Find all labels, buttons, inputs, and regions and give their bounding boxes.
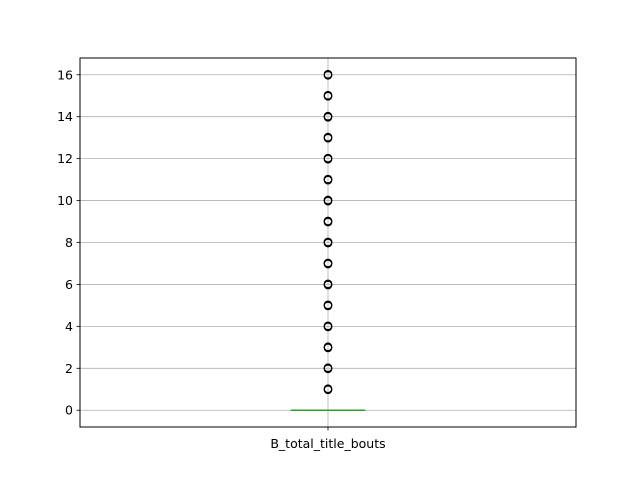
outlier-point [323,90,333,100]
x-tick-label: B_total_title_bouts [270,436,385,451]
y-axis: 0 2 4 6 8 10 12 14 16 [57,67,80,418]
gridlines [80,58,576,427]
y-tick-label: 10 [57,193,73,208]
y-tick-label: 12 [57,151,73,166]
outlier-point [323,321,333,331]
outlier-point [323,216,333,226]
outlier-point [323,237,333,247]
y-tick-label: 2 [65,361,73,376]
outlier-point [323,69,333,79]
y-tick-label: 4 [65,319,73,334]
x-axis: B_total_title_bouts [270,427,386,451]
y-tick-label: 8 [65,235,73,250]
y-tick-label: 0 [65,403,73,418]
y-tick-label: 6 [65,277,73,292]
outlier-point [323,258,333,268]
outlier-point [323,300,333,310]
outlier-point [323,342,333,352]
y-tick-label: 14 [57,109,73,124]
y-tick-label: 16 [57,67,73,82]
outlier-point [323,363,333,372]
outlier-point [323,384,333,393]
outlier-point [323,174,333,184]
outlier-point [323,279,333,289]
outlier-point [323,195,333,205]
outlier-point [323,111,333,121]
outlier-point [323,153,333,163]
outlier-point [323,132,333,142]
outlier-points [323,69,333,395]
